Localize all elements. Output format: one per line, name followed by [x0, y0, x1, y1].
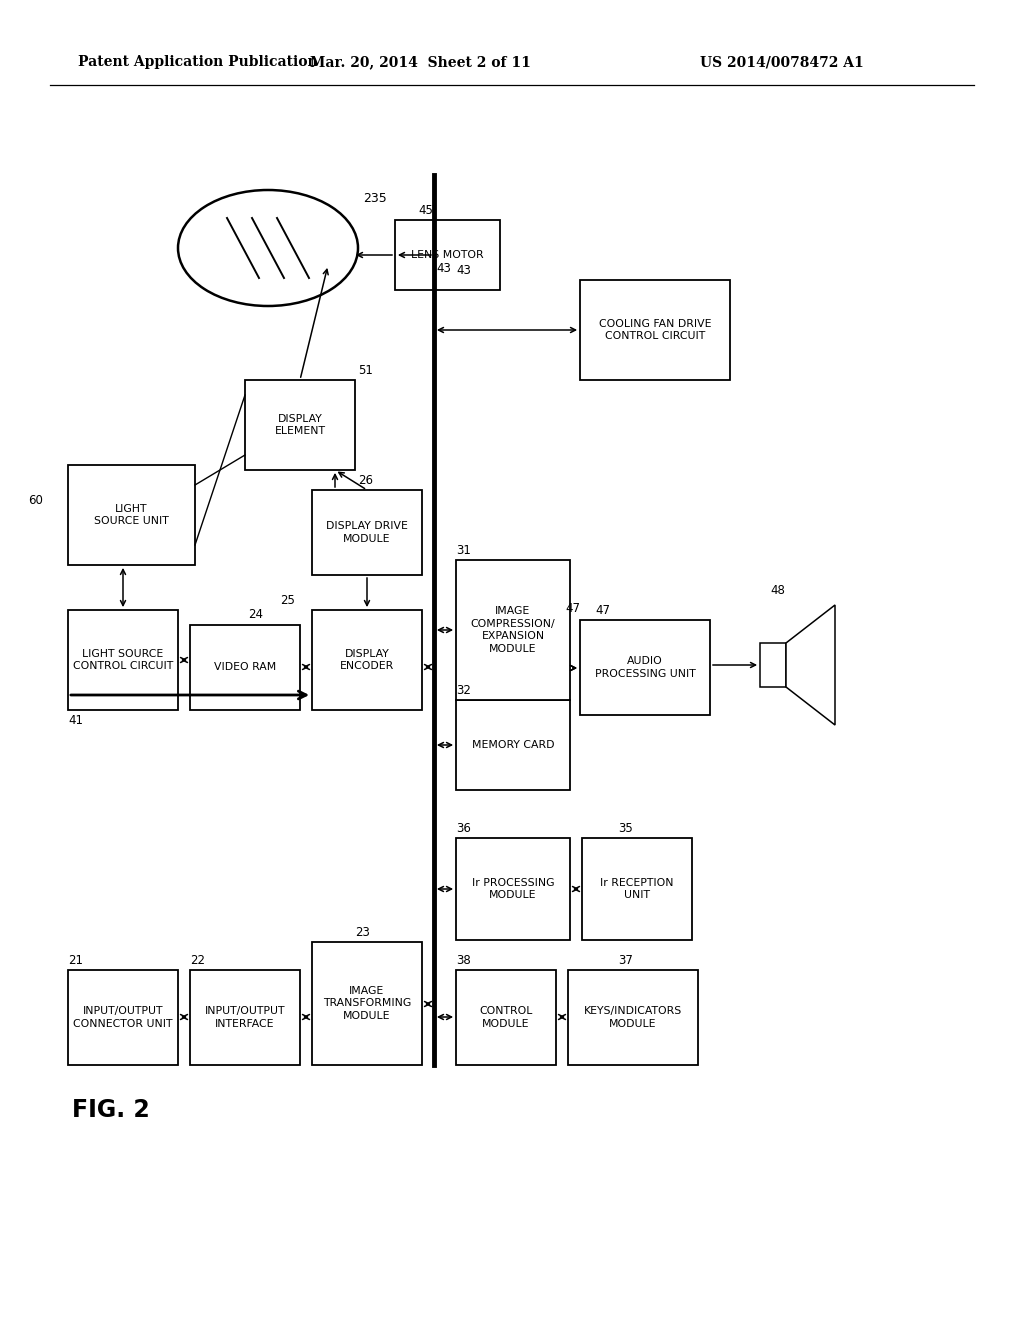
FancyBboxPatch shape	[582, 838, 692, 940]
Text: Ir PROCESSING
MODULE: Ir PROCESSING MODULE	[472, 878, 554, 900]
FancyBboxPatch shape	[395, 220, 500, 290]
Text: 22: 22	[190, 953, 205, 966]
FancyBboxPatch shape	[68, 465, 195, 565]
Text: LIGHT SOURCE
CONTROL CIRCUIT: LIGHT SOURCE CONTROL CIRCUIT	[73, 649, 173, 671]
Ellipse shape	[178, 190, 358, 306]
FancyBboxPatch shape	[568, 970, 698, 1065]
FancyBboxPatch shape	[312, 490, 422, 576]
Text: 35: 35	[618, 821, 633, 834]
Text: 31: 31	[456, 544, 471, 557]
Text: FIG. 2: FIG. 2	[72, 1098, 150, 1122]
Text: 43: 43	[436, 261, 451, 275]
Text: DISPLAY
ELEMENT: DISPLAY ELEMENT	[274, 413, 326, 436]
FancyBboxPatch shape	[580, 620, 710, 715]
Text: INPUT/OUTPUT
INTERFACE: INPUT/OUTPUT INTERFACE	[205, 1006, 286, 1028]
Text: 60: 60	[28, 494, 43, 507]
FancyBboxPatch shape	[68, 610, 178, 710]
FancyBboxPatch shape	[190, 970, 300, 1065]
Text: Ir RECEPTION
UNIT: Ir RECEPTION UNIT	[600, 878, 674, 900]
Polygon shape	[786, 605, 835, 725]
Text: 48: 48	[770, 583, 784, 597]
Text: KEYS/INDICATORS
MODULE: KEYS/INDICATORS MODULE	[584, 1006, 682, 1028]
Text: IMAGE
TRANSFORMING
MODULE: IMAGE TRANSFORMING MODULE	[323, 986, 411, 1020]
FancyBboxPatch shape	[456, 700, 570, 789]
FancyBboxPatch shape	[760, 643, 786, 686]
Text: 51: 51	[358, 363, 373, 376]
Text: 24: 24	[248, 609, 263, 622]
Text: VIDEO RAM: VIDEO RAM	[214, 663, 276, 672]
Text: Patent Application Publication: Patent Application Publication	[78, 55, 317, 69]
Text: 26: 26	[358, 474, 373, 487]
FancyBboxPatch shape	[312, 610, 422, 710]
Text: CONTROL
MODULE: CONTROL MODULE	[479, 1006, 532, 1028]
Text: LIGHT
SOURCE UNIT: LIGHT SOURCE UNIT	[94, 504, 169, 527]
FancyBboxPatch shape	[456, 560, 570, 700]
FancyBboxPatch shape	[456, 838, 570, 940]
Text: DISPLAY DRIVE
MODULE: DISPLAY DRIVE MODULE	[326, 521, 408, 544]
Text: 21: 21	[68, 953, 83, 966]
Text: 25: 25	[280, 594, 295, 606]
FancyBboxPatch shape	[580, 280, 730, 380]
Text: 45: 45	[418, 203, 433, 216]
Text: MEMORY CARD: MEMORY CARD	[472, 741, 554, 750]
Text: 43: 43	[456, 264, 471, 276]
Text: 38: 38	[456, 953, 471, 966]
FancyBboxPatch shape	[68, 970, 178, 1065]
Text: 235: 235	[362, 191, 387, 205]
Text: Mar. 20, 2014  Sheet 2 of 11: Mar. 20, 2014 Sheet 2 of 11	[309, 55, 530, 69]
FancyBboxPatch shape	[245, 380, 355, 470]
Text: COOLING FAN DRIVE
CONTROL CIRCUIT: COOLING FAN DRIVE CONTROL CIRCUIT	[599, 319, 712, 341]
Text: 47: 47	[595, 603, 610, 616]
FancyBboxPatch shape	[456, 970, 556, 1065]
Text: 37: 37	[618, 953, 633, 966]
Text: IMAGE
COMPRESSION/
EXPANSION
MODULE: IMAGE COMPRESSION/ EXPANSION MODULE	[471, 606, 555, 653]
Text: 32: 32	[456, 684, 471, 697]
Text: 41: 41	[68, 714, 83, 726]
FancyBboxPatch shape	[190, 624, 300, 710]
Text: 36: 36	[456, 821, 471, 834]
Text: AUDIO
PROCESSING UNIT: AUDIO PROCESSING UNIT	[595, 656, 695, 678]
Text: US 2014/0078472 A1: US 2014/0078472 A1	[700, 55, 864, 69]
Text: LENS MOTOR: LENS MOTOR	[412, 249, 483, 260]
Text: 47: 47	[565, 602, 580, 615]
Text: DISPLAY
ENCODER: DISPLAY ENCODER	[340, 649, 394, 671]
Text: 23: 23	[355, 925, 370, 939]
Text: INPUT/OUTPUT
CONNECTOR UNIT: INPUT/OUTPUT CONNECTOR UNIT	[74, 1006, 173, 1028]
FancyBboxPatch shape	[312, 942, 422, 1065]
